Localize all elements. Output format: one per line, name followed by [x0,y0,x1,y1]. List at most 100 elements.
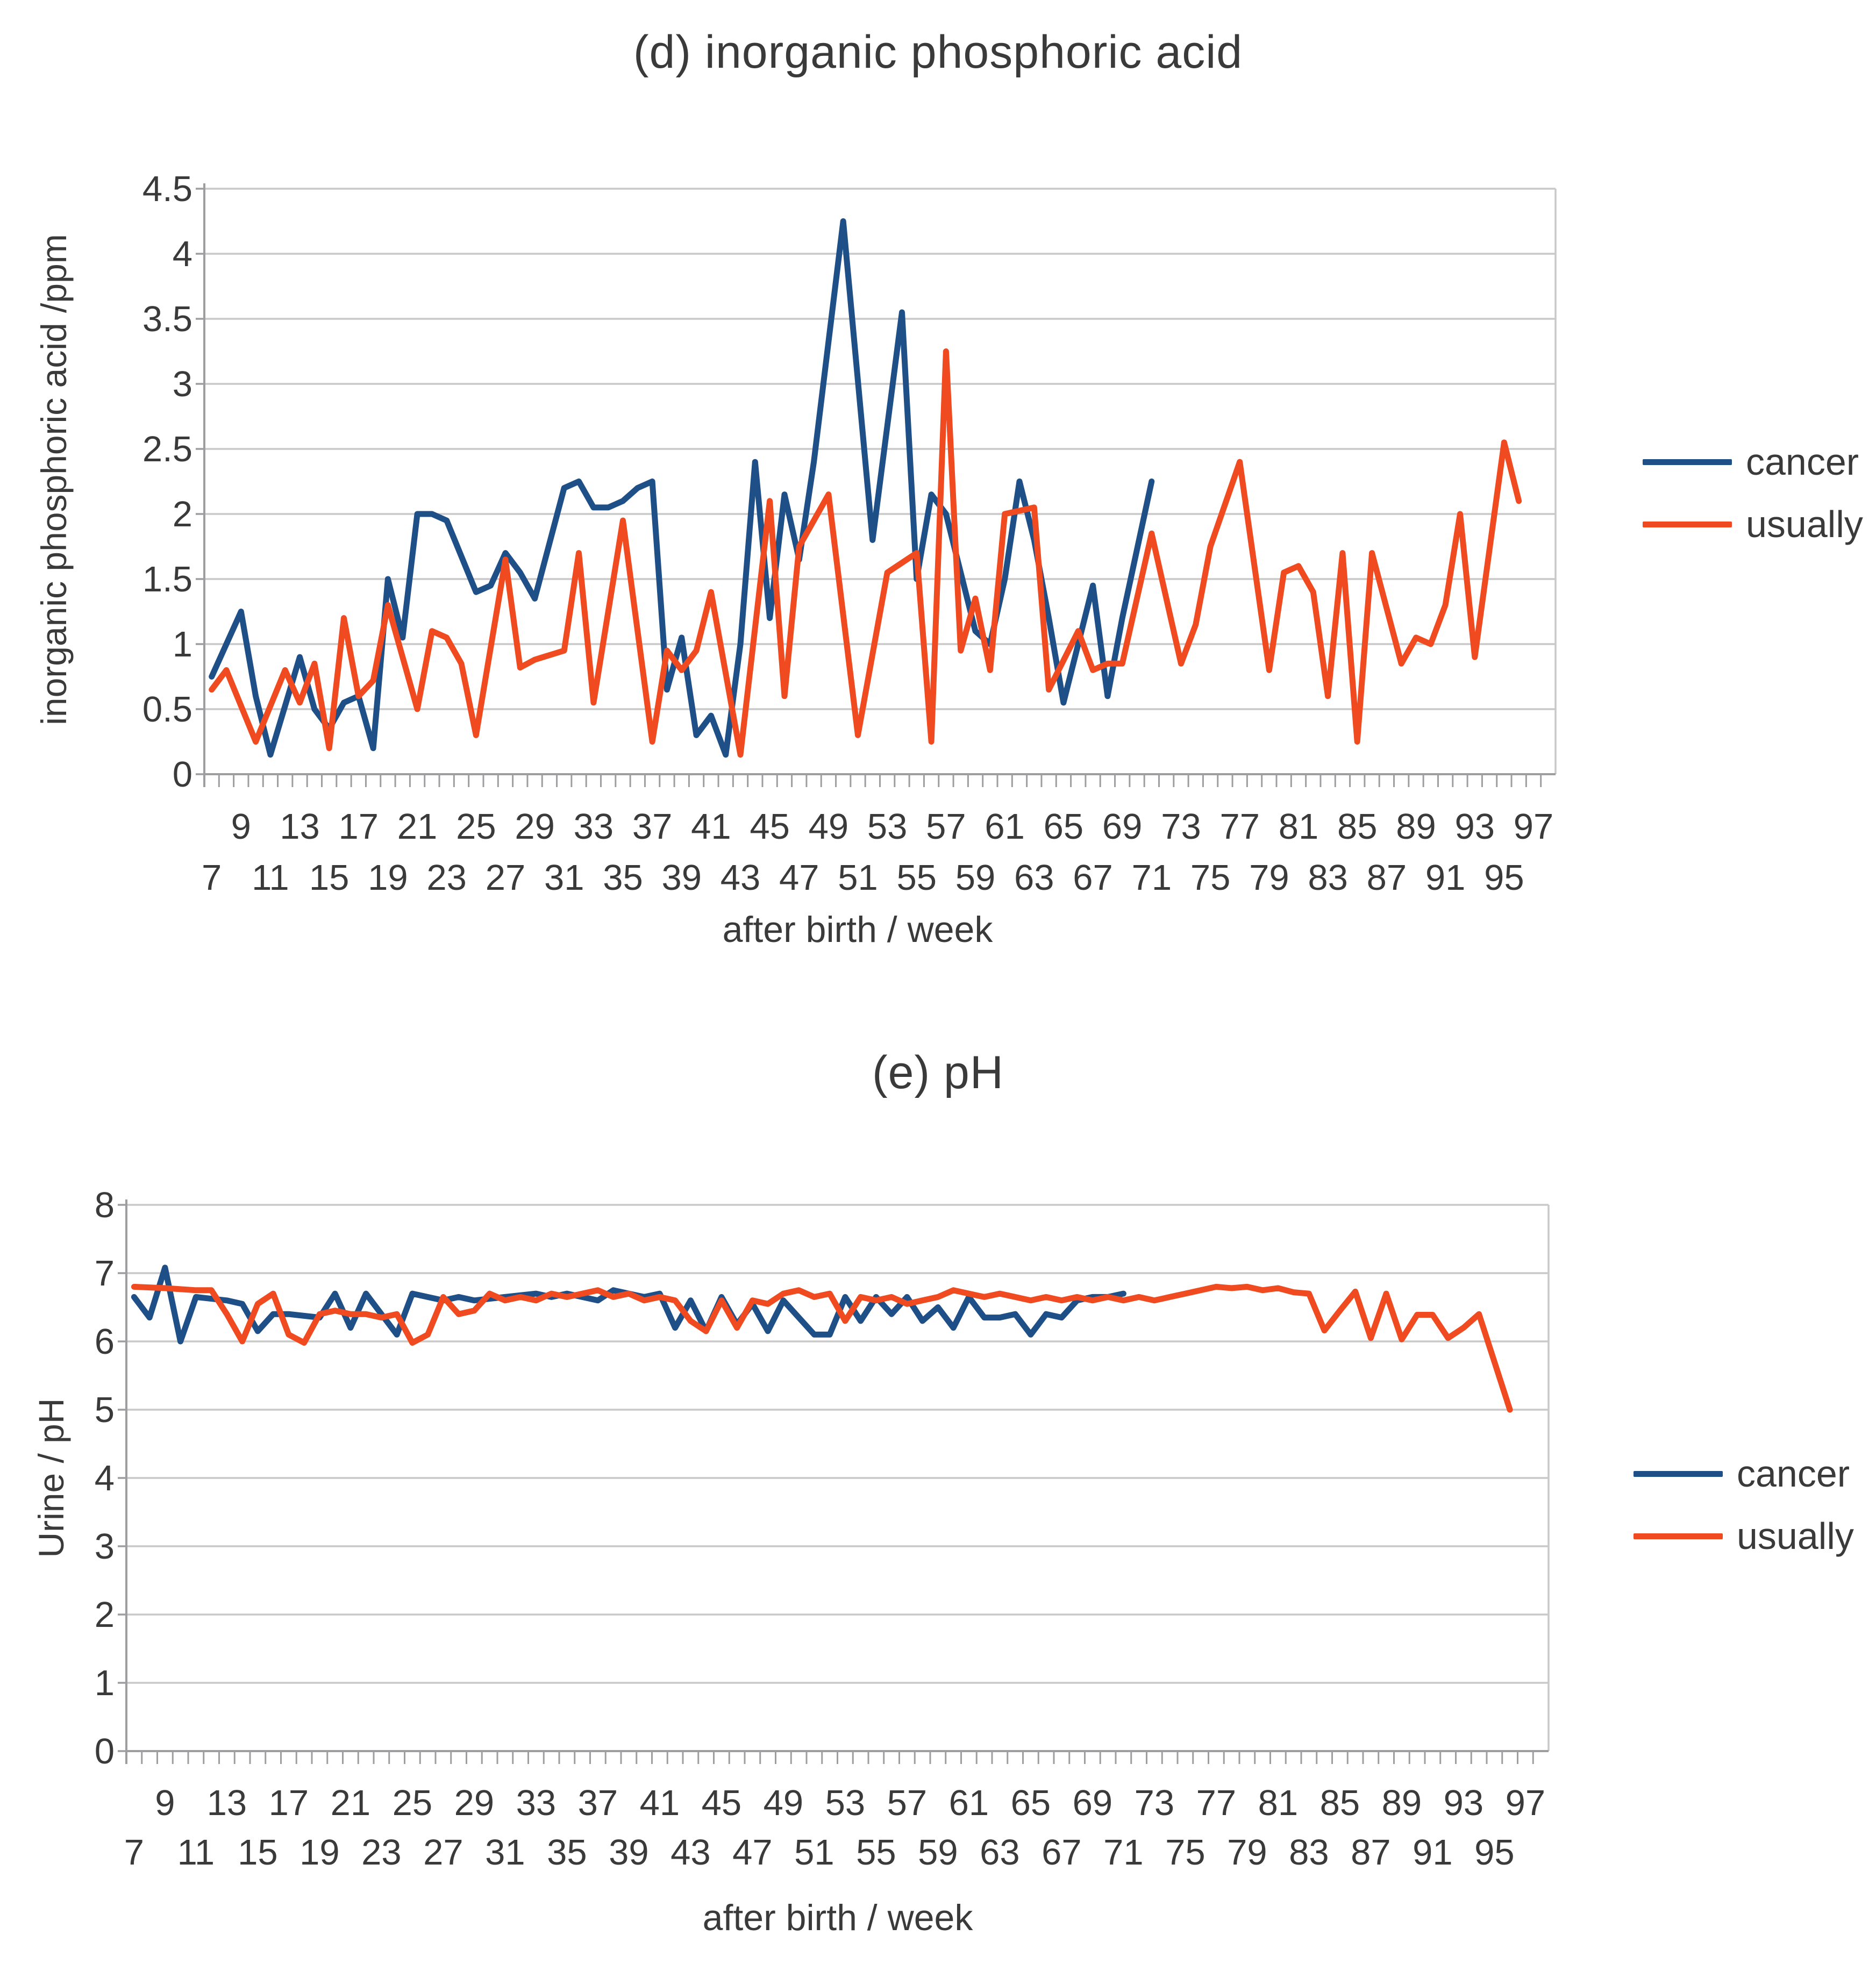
x-tick-label: 55 [897,858,937,898]
x-tick-label: 85 [1337,806,1378,847]
chart-e-legend-label-usually: usually [1737,1515,1854,1557]
x-axis-tick-labels-top-row: 9 13 17 21 25 29 33 37 41 45 49 53 57 61 65 69 73 77 81 85 8… [231,806,1554,847]
gridlines [204,188,1557,774]
axes [196,183,1556,787]
y-tick-label: 3 [173,364,192,404]
x-tick-label: 91 [1425,858,1466,898]
y-axis-ticks [196,188,204,775]
x-tick-label: 77 [1196,1783,1237,1823]
x-tick-label: 53 [825,1783,866,1823]
chart-d-legend-label-usually: usually [1746,503,1863,545]
x-tick-label: 15 [309,858,349,898]
y-tick-label: 4 [95,1458,115,1498]
x-tick-label: 23 [361,1832,402,1873]
x-tick-label: 43 [670,1832,711,1873]
y-tick-label: 3.5 [142,299,192,339]
y-tick-label: 5 [95,1390,115,1430]
x-tick-label: 63 [980,1832,1020,1873]
x-tick-label: 17 [339,806,379,847]
x-tick-label: 25 [393,1783,433,1823]
x-tick-label: 81 [1279,806,1319,847]
chart-e-legend: cancer usually [1634,1455,1854,1555]
chart-e-legend-label-cancer: cancer [1737,1453,1850,1495]
x-tick-label: 87 [1351,1832,1391,1873]
x-tick-label: 19 [368,858,408,898]
x-tick-label: 25 [456,806,496,847]
y-tick-label: 0.5 [142,689,192,730]
x-tick-label: 89 [1396,806,1436,847]
x-tick-label: 11 [252,858,289,898]
series-line-usually [131,1283,1513,1413]
x-tick-label: 47 [732,1832,773,1873]
x-tick-label: 83 [1289,1832,1329,1873]
x-tick-label: 63 [1014,858,1054,898]
x-tick-label: 7 [202,858,222,898]
x-tick-label: 79 [1227,1832,1267,1873]
y-tick-label: 7 [95,1253,115,1294]
x-tick-label: 43 [721,858,761,898]
x-tick-label: 55 [856,1832,896,1873]
y-axis-tick-labels: 0 1 2 3 4 5 6 7 8 [95,1185,115,1772]
chart-d-legend-label-cancer: cancer [1746,441,1859,483]
x-tick-label: 7 [124,1832,144,1873]
chart-d-legend-item-cancer: cancer [1643,443,1863,481]
y-tick-label: 3 [95,1526,115,1567]
cancer-line-swatch-icon [1634,1470,1723,1477]
cancer-line-swatch-icon [1643,459,1732,465]
x-tick-label: 83 [1308,858,1348,898]
x-tick-label: 31 [544,858,584,898]
x-tick-label: 45 [702,1783,742,1823]
y-tick-label: 2 [95,1595,115,1635]
x-tick-label: 61 [985,806,1025,847]
chart-d-x-axis-title: after birth / week [722,909,993,950]
x-tick-label: 97 [1506,1783,1546,1823]
x-tick-label: 21 [397,806,438,847]
series-line-cancer [131,1265,1126,1345]
x-axis-ticks [203,774,1542,787]
y-tick-label: 8 [95,1185,115,1225]
x-tick-label: 57 [926,806,966,847]
x-tick-label: 59 [955,858,996,898]
usually-line-swatch-icon [1634,1533,1723,1539]
x-tick-label: 33 [574,806,614,847]
x-tick-label: 33 [516,1783,557,1823]
x-tick-label: 11 [177,1832,215,1873]
gridlines [126,1204,1550,1751]
chart-e-legend-item-usually: usually [1634,1517,1854,1555]
y-tick-label: 2 [173,494,192,534]
x-tick-label: 67 [1073,858,1113,898]
x-tick-label: 37 [578,1783,618,1823]
x-tick-label: 65 [1044,806,1084,847]
x-axis-tick-labels-top-row: 9 13 17 21 25 29 33 37 41 45 49 53 57 61 65 69 73 77 81 85 8… [155,1783,1545,1823]
x-tick-label: 15 [238,1832,278,1873]
chart-e-x-axis-title: after birth / week [702,1897,973,1938]
chart-d-legend-item-usually: usually [1643,505,1863,543]
x-tick-label: 93 [1455,806,1495,847]
x-tick-label: 19 [299,1832,340,1873]
x-tick-label: 79 [1249,858,1289,898]
chart-e-legend-item-cancer: cancer [1634,1455,1854,1492]
x-tick-label: 13 [280,806,320,847]
x-tick-label: 35 [547,1832,587,1873]
x-tick-label: 85 [1320,1783,1360,1823]
x-tick-label: 31 [485,1832,525,1873]
x-tick-label: 29 [515,806,555,847]
axes [118,1199,1549,1764]
x-tick-label: 87 [1367,858,1407,898]
x-tick-label: 67 [1042,1832,1082,1873]
x-tick-label: 95 [1484,858,1524,898]
usually-line-swatch-icon [1643,521,1732,527]
x-tick-label: 73 [1135,1783,1175,1823]
x-tick-label: 59 [918,1832,958,1873]
x-tick-label: 51 [794,1832,834,1873]
x-tick-label: 75 [1190,858,1231,898]
x-tick-label: 9 [231,806,251,847]
x-tick-label: 41 [691,806,731,847]
x-tick-label: 9 [155,1783,175,1823]
x-tick-label: 21 [331,1783,371,1823]
y-tick-label: 2.5 [142,429,192,469]
x-tick-label: 17 [269,1783,309,1823]
x-axis-tick-labels-bottom-row: 7 11 15 19 23 27 31 35 39 43 47 51 55 59 63 67 71 75 79 83 8… [124,1832,1515,1873]
